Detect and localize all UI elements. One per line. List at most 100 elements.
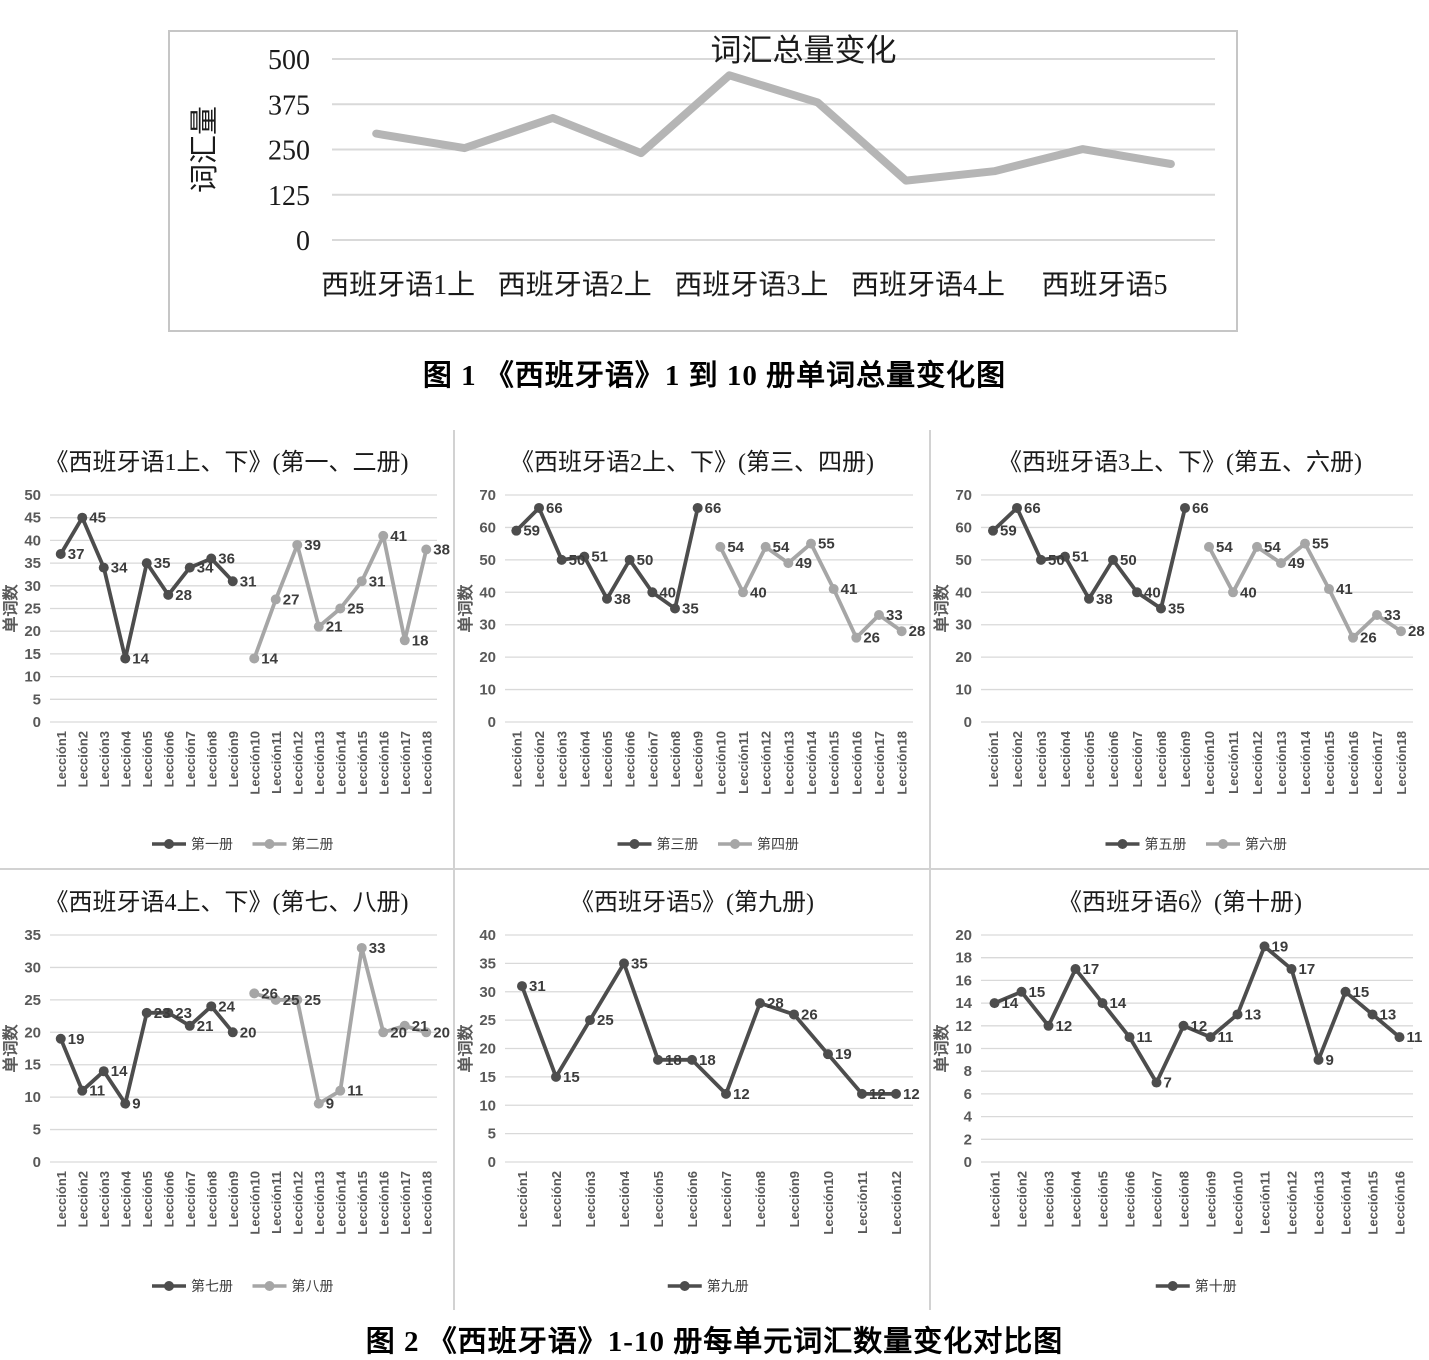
legend-marker-dot xyxy=(1218,839,1228,849)
x-tick-label: Lección4 xyxy=(1069,1170,1084,1227)
data-label: 20 xyxy=(390,1024,407,1041)
x-tick-label: Lección14 xyxy=(1298,730,1313,794)
data-point-marker xyxy=(227,1027,238,1038)
y-tick-label: 14 xyxy=(955,995,972,1012)
data-label: 38 xyxy=(433,541,450,558)
legend: 第七册 第八册 xyxy=(152,1278,334,1294)
y-tick-label: 70 xyxy=(479,487,496,504)
y-tick-label: 20 xyxy=(955,927,972,944)
x-tick-label: Lección9 xyxy=(787,1171,802,1227)
data-label: 51 xyxy=(591,549,608,566)
y-tick-label: 30 xyxy=(24,578,41,595)
y-tick-labels: 0 10 20 30 40 50 60 70 xyxy=(479,487,496,731)
y-tick-label: 500 xyxy=(268,45,310,76)
data-point-marker xyxy=(77,512,88,523)
x-tick-label: Lección4 xyxy=(577,730,592,787)
y-tick-label: 35 xyxy=(24,555,41,572)
data-label: 18 xyxy=(412,632,429,649)
data-point-marker xyxy=(249,653,260,664)
data-label: 31 xyxy=(240,573,257,590)
x-tick-label: Lección16 xyxy=(376,731,391,795)
x-tick-label: Lección3 xyxy=(97,731,112,787)
x-tick-label: Lección8 xyxy=(204,731,219,787)
legend: 第一册 第二册 xyxy=(152,836,334,852)
y-tick-label: 10 xyxy=(24,669,41,686)
x-tick-label: Lección18 xyxy=(419,731,434,795)
data-label: 39 xyxy=(304,537,321,554)
x-tick-label: Lección12 xyxy=(759,731,774,795)
x-tick-label: Lección7 xyxy=(645,731,660,787)
figure2-grid: 0 5 10 15 20 25 30 35 40 45 50 《西班牙语1上、下》(第一、二册) 单词数… xyxy=(0,430,1429,1310)
y-tick-labels: 0 2 4 6 8 10 12 14 16 18 20 xyxy=(955,927,972,1171)
data-label: 25 xyxy=(283,992,300,1009)
data-label: 40 xyxy=(750,584,767,601)
y-tick-label: 2 xyxy=(964,1131,972,1148)
data-label: 23 xyxy=(175,1005,192,1022)
data-label: 35 xyxy=(682,601,699,618)
x-tick-label: Lección1 xyxy=(986,731,1001,787)
data-label: 38 xyxy=(1096,591,1113,608)
data-label: 34 xyxy=(197,560,214,577)
data-label: 11 xyxy=(89,1083,105,1100)
data-label: 19 xyxy=(68,1031,85,1048)
data-label: 59 xyxy=(1000,523,1017,540)
x-tick-label: Lección10 xyxy=(247,731,262,795)
data-label: 41 xyxy=(841,581,858,598)
data-point-marker xyxy=(98,1066,109,1077)
data-point-marker xyxy=(988,525,998,536)
y-tick-label: 40 xyxy=(955,584,972,601)
data-point-marker xyxy=(874,609,884,620)
data-point-marker xyxy=(356,942,367,953)
data-point-marker xyxy=(721,1088,731,1099)
data-point-marker xyxy=(602,593,612,604)
chart-title: 《西班牙语5》(第九册) xyxy=(570,889,814,916)
x-tick-label: Lección3 xyxy=(1042,1171,1057,1227)
x-tick-label: Lección6 xyxy=(1123,1171,1138,1227)
x-tick-label: Lección13 xyxy=(1274,731,1289,795)
x-tick-label: 西班牙语5 xyxy=(1042,269,1168,301)
data-point-marker xyxy=(619,958,629,969)
x-tick-label: Lección11 xyxy=(1258,1171,1273,1234)
chart-cell-books-3-4: 0 10 20 30 40 50 60 70 《西班牙语2上、下》(第三、四册) 单词数 Lecci… xyxy=(455,430,931,870)
legend-marker-dot xyxy=(1167,1281,1178,1291)
data-point-marker xyxy=(1016,986,1027,997)
legend-marker-dot xyxy=(264,1281,275,1291)
data-label: 11 xyxy=(1137,1029,1153,1046)
data-point-marker xyxy=(670,603,680,614)
x-tick-label: Lección16 xyxy=(1393,1171,1408,1235)
y-tick-label: 40 xyxy=(24,532,41,549)
x-tick-labels: Lección1 Lección2 Lección3 Lección4 Lección5… xyxy=(986,730,1409,794)
y-tick-label: 10 xyxy=(24,1089,41,1106)
y-tick-label: 60 xyxy=(479,519,496,536)
data-point-marker xyxy=(378,530,389,541)
data-label: 15 xyxy=(1353,984,1370,1001)
y-tick-label: 6 xyxy=(964,1086,972,1103)
data-point-marker xyxy=(184,1020,195,1031)
data-point-marker xyxy=(851,632,862,643)
data-label: 13 xyxy=(1245,1006,1262,1023)
data-point-marker xyxy=(141,1007,152,1018)
y-tick-label: 50 xyxy=(955,552,972,569)
data-label: 54 xyxy=(773,539,790,556)
data-label: 66 xyxy=(546,500,563,517)
data-point-marker xyxy=(1276,558,1286,569)
y-tick-label: 10 xyxy=(955,682,972,699)
x-tick-label: Lección9 xyxy=(226,1171,241,1227)
series-第四册: 54 40 54 49 55 41 26 33 28 xyxy=(715,536,925,647)
data-point-marker xyxy=(1340,986,1351,997)
x-tick-label: Lección8 xyxy=(1154,731,1169,787)
books-3-4-svg: 0 10 20 30 40 50 60 70 《西班牙语2上、下》(第三、四册) 单词数 Lecci… xyxy=(456,449,925,852)
y-tick-label: 0 xyxy=(964,714,972,731)
data-label: 11 xyxy=(347,1083,363,1100)
x-tick-label: Lección5 xyxy=(651,1171,666,1227)
data-point-marker xyxy=(1084,593,1094,604)
data-label: 50 xyxy=(637,552,654,569)
data-label: 14 xyxy=(111,1063,128,1080)
data-point-marker xyxy=(896,626,907,637)
data-point-marker xyxy=(1232,1009,1243,1020)
data-label: 54 xyxy=(1216,539,1233,556)
data-point-marker xyxy=(120,1098,131,1109)
y-tick-label: 40 xyxy=(479,927,496,944)
y-axis-title: 单词数 xyxy=(456,1024,475,1073)
